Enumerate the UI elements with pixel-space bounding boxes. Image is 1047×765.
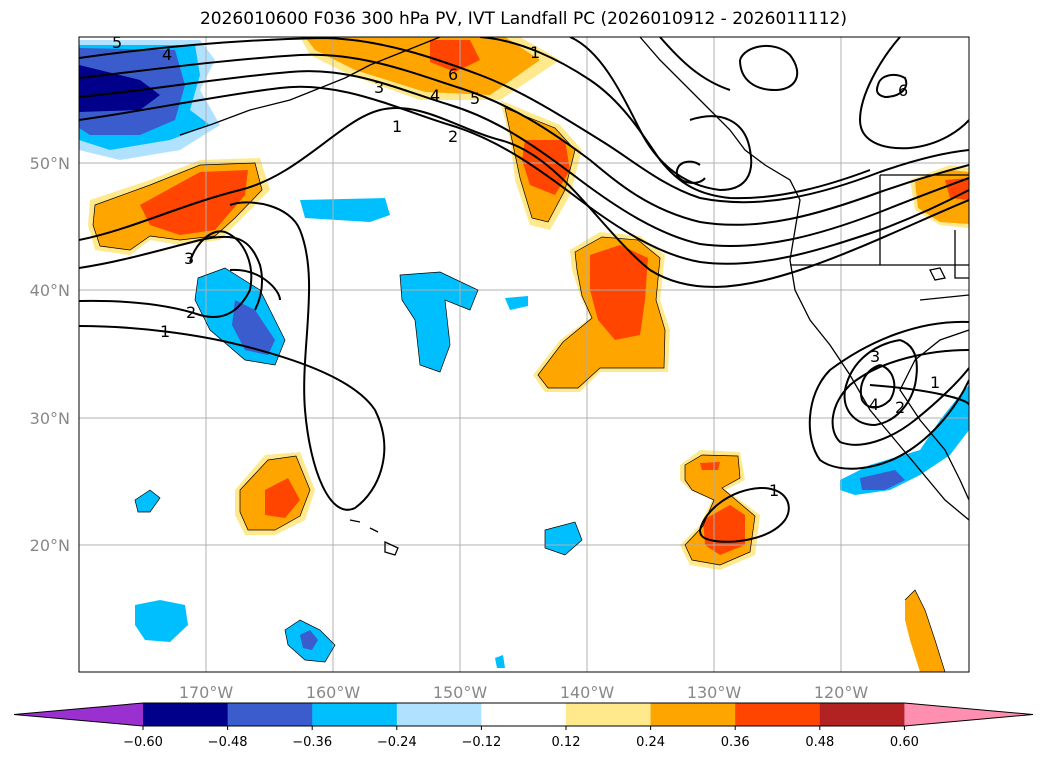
longitude-label: 150°W	[433, 683, 488, 702]
contour-label: 3	[374, 78, 384, 97]
contour-label: 6	[898, 81, 908, 100]
contour-label: 2	[186, 303, 196, 322]
contour-label: 2	[895, 398, 905, 417]
anomaly-outlines	[92, 107, 946, 672]
colorbar-tick-label: 0.12	[552, 735, 581, 750]
contour-label: 1	[392, 117, 402, 136]
colorbar-extension-high	[904, 703, 1033, 726]
latitude-label: 30°N	[30, 409, 70, 428]
contour-label: 4	[869, 395, 879, 414]
colorbar-segment	[396, 703, 482, 726]
colorbar-tick-label: 0.60	[890, 735, 919, 750]
graticule	[79, 37, 969, 672]
contour-label: 1	[530, 43, 540, 62]
colorbar-segment	[227, 703, 313, 726]
colorbar-segment	[143, 703, 229, 726]
colorbar-segment	[312, 703, 398, 726]
longitude-label: 130°W	[687, 683, 742, 702]
longitude-label: 160°W	[306, 683, 361, 702]
latitude-label: 20°N	[30, 536, 70, 555]
colorbar: −0.60 −0.48 −0.36 −0.24 −0.12 0.12 0.24 0.36 0.4…	[13, 702, 1034, 750]
ivt-contours	[79, 37, 969, 543]
longitude-label: 170°W	[179, 683, 234, 702]
latitude-label: 40°N	[30, 281, 70, 300]
colorbar-tick-label: −0.60	[123, 735, 163, 750]
longitude-axis: 170°W 160°W 150°W 140°W 130°W 120°W	[179, 683, 869, 702]
contour-label: 2	[448, 127, 458, 146]
contour-label: 4	[162, 45, 172, 64]
contour-label: 1	[930, 373, 940, 392]
colorbar-tick-label: 0.24	[636, 735, 665, 750]
colorbar-tick-label: −0.36	[292, 735, 332, 750]
map-area: 5 4 3 2 1 6 4 5 6 1 2 3 1 3 4 2 1 1	[79, 33, 969, 672]
colorbar-segment	[650, 703, 736, 726]
colorbar-tick-label: −0.24	[377, 735, 417, 750]
colorbar-segment	[735, 703, 821, 726]
coastlines	[179, 37, 969, 556]
contour-label: 3	[184, 249, 194, 268]
colorbar-segment	[566, 703, 652, 726]
contour-label: 1	[160, 322, 170, 341]
negative-anomaly-fills	[79, 40, 969, 668]
contour-label: 1	[769, 481, 779, 500]
map-frame	[78, 36, 970, 673]
contour-label: 5	[112, 33, 122, 52]
colorbar-tick-label: −0.48	[208, 735, 248, 750]
latitude-label: 50°N	[30, 154, 70, 173]
colorbar-segment	[481, 703, 567, 726]
map-title: 2026010600 F036 300 hPa PV, IVT Landfall…	[199, 9, 847, 29]
longitude-label: 140°W	[560, 683, 615, 702]
contour-label: 6	[448, 65, 458, 84]
contour-label: 3	[870, 347, 880, 366]
colorbar-tick-label: 0.48	[805, 735, 834, 750]
colorbar-tick-label: 0.36	[721, 735, 750, 750]
contour-label: 5	[470, 89, 480, 108]
colorbar-tick-label: −0.12	[461, 735, 501, 750]
contour-labels: 5 4 3 2 1 6 4 5 6 1 2 3 1 3 4 2 1 1	[112, 33, 940, 500]
longitude-label: 120°W	[814, 683, 869, 702]
colorbar-segment	[819, 703, 905, 726]
latitude-axis: 50°N 40°N 30°N 20°N	[30, 154, 70, 555]
colorbar-extension-low	[14, 703, 143, 726]
contour-label: 4	[430, 86, 440, 105]
